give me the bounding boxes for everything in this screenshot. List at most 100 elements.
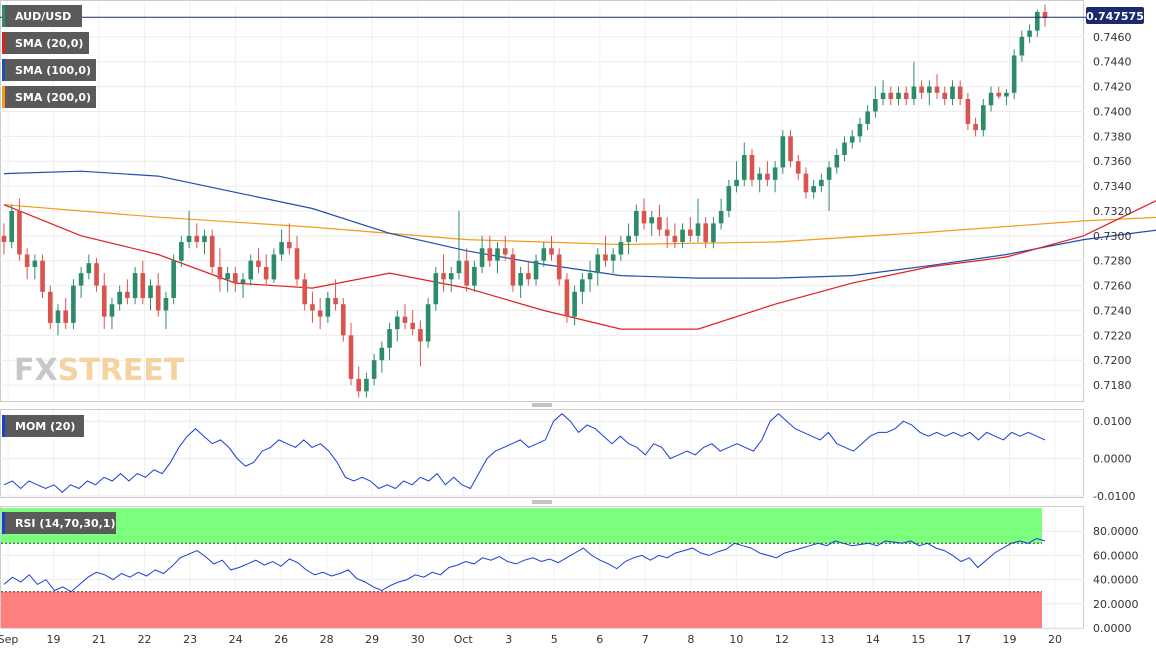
x-tick: 13 [820, 633, 834, 646]
rsi-y-tick: 0.0000 [1093, 622, 1132, 635]
candle-body [533, 260, 539, 280]
candle [980, 99, 986, 137]
candle [286, 223, 292, 255]
candle-body [487, 248, 493, 261]
candle-body [17, 210, 22, 255]
candle [163, 291, 169, 330]
candle-body [842, 142, 847, 155]
candle-body [117, 291, 122, 305]
candle [387, 322, 392, 361]
candle-body [394, 316, 400, 330]
legend-mom[interactable]: MOM (20) [2, 415, 84, 437]
candle [1011, 49, 1017, 100]
candle-body [418, 329, 423, 342]
candle-body [672, 235, 678, 243]
candle-body [603, 254, 608, 261]
candle-body [834, 154, 840, 168]
legend-symbol[interactable]: AUD/USD [2, 5, 82, 27]
candle [803, 167, 809, 199]
candle [448, 266, 454, 292]
candle [302, 273, 308, 311]
resize-handle-mom[interactable] [532, 403, 552, 407]
candle-body [32, 260, 38, 267]
candle [418, 320, 423, 367]
mom-y-tick: -0.0100 [1093, 490, 1135, 503]
candle-body [934, 86, 940, 93]
rsi-y-axis: 80.0000 60.0000 40.0000 20.0000 0.0000 [1093, 525, 1139, 635]
candle [394, 310, 400, 342]
candle-body [140, 273, 146, 299]
mom-line [3, 413, 1046, 493]
candle [641, 198, 647, 230]
legend-symbol-text: AUD/USD [15, 10, 71, 23]
candle [32, 254, 38, 280]
rsi-overbought-zone [1, 508, 1042, 544]
mom-series [3, 413, 1046, 493]
candle [132, 266, 138, 305]
candle [718, 198, 724, 230]
rsi-y-tick: 20.0000 [1093, 598, 1139, 611]
candle-body [687, 229, 693, 236]
legend-sma200[interactable]: SMA (200,0) [2, 86, 96, 108]
candle-body [795, 161, 801, 174]
rsi-oversold-zone [1, 591, 1042, 628]
candle-body [163, 298, 169, 311]
candle-body [125, 291, 130, 299]
candle [795, 154, 801, 180]
candle [595, 248, 601, 286]
price-y-tick: 0.7320 [1093, 205, 1132, 218]
legend-sma100[interactable]: SMA (100,0) [2, 59, 96, 81]
candle [1034, 9, 1040, 37]
candle [580, 273, 585, 305]
last-price-label: 0.747575 [1086, 10, 1144, 23]
candle-body [826, 167, 832, 180]
price-y-tick: 0.7280 [1093, 255, 1132, 268]
x-tick: 3 [505, 633, 512, 646]
candle [294, 235, 300, 286]
candle-body [1, 235, 7, 243]
candle [47, 285, 53, 330]
resize-handle-rsi[interactable] [532, 500, 552, 504]
candle [842, 136, 847, 162]
candle-body [479, 248, 485, 267]
price-y-tick: 0.7300 [1093, 230, 1132, 243]
candle [364, 372, 369, 398]
x-tick: 21 [92, 633, 106, 646]
sma200-line [3, 204, 1156, 246]
candle [942, 86, 948, 106]
x-tick: 23 [183, 633, 197, 646]
candle [896, 86, 901, 106]
candle [55, 304, 61, 336]
candle-body [973, 123, 978, 131]
candle-body [71, 285, 76, 323]
candle-body [649, 217, 655, 224]
x-tick: 22 [138, 633, 152, 646]
rsi-y-tick: 80.0000 [1093, 525, 1139, 538]
price-y-tick: 0.7440 [1093, 56, 1132, 69]
candle-body [448, 273, 454, 280]
legend-sma100-text: SMA (100,0) [15, 64, 91, 77]
candle-body [233, 273, 238, 284]
x-tick: 12 [775, 633, 789, 646]
candle [279, 229, 284, 261]
x-tick: 28 [320, 633, 334, 646]
candle-body [456, 260, 462, 274]
sma100-line [3, 170, 1156, 279]
candle-body [1027, 30, 1032, 37]
candle-body [441, 273, 446, 280]
candle-body [109, 304, 115, 317]
candle-body [148, 285, 153, 299]
candle [626, 223, 631, 255]
legend-rsi[interactable]: RSI (14,70,30,1) [2, 512, 116, 534]
candle [618, 235, 624, 261]
candle [101, 273, 107, 330]
x-tick: 17 [957, 633, 971, 646]
legend-sma20[interactable]: SMA (20,0) [2, 32, 89, 54]
candle-body [402, 316, 408, 323]
rsi-y-tick: 40.0000 [1093, 574, 1139, 587]
candle [703, 217, 709, 249]
candle [819, 173, 824, 193]
rsi-line [3, 537, 1046, 593]
mom-y-tick: 0.0000 [1093, 453, 1132, 466]
candle [464, 248, 469, 292]
